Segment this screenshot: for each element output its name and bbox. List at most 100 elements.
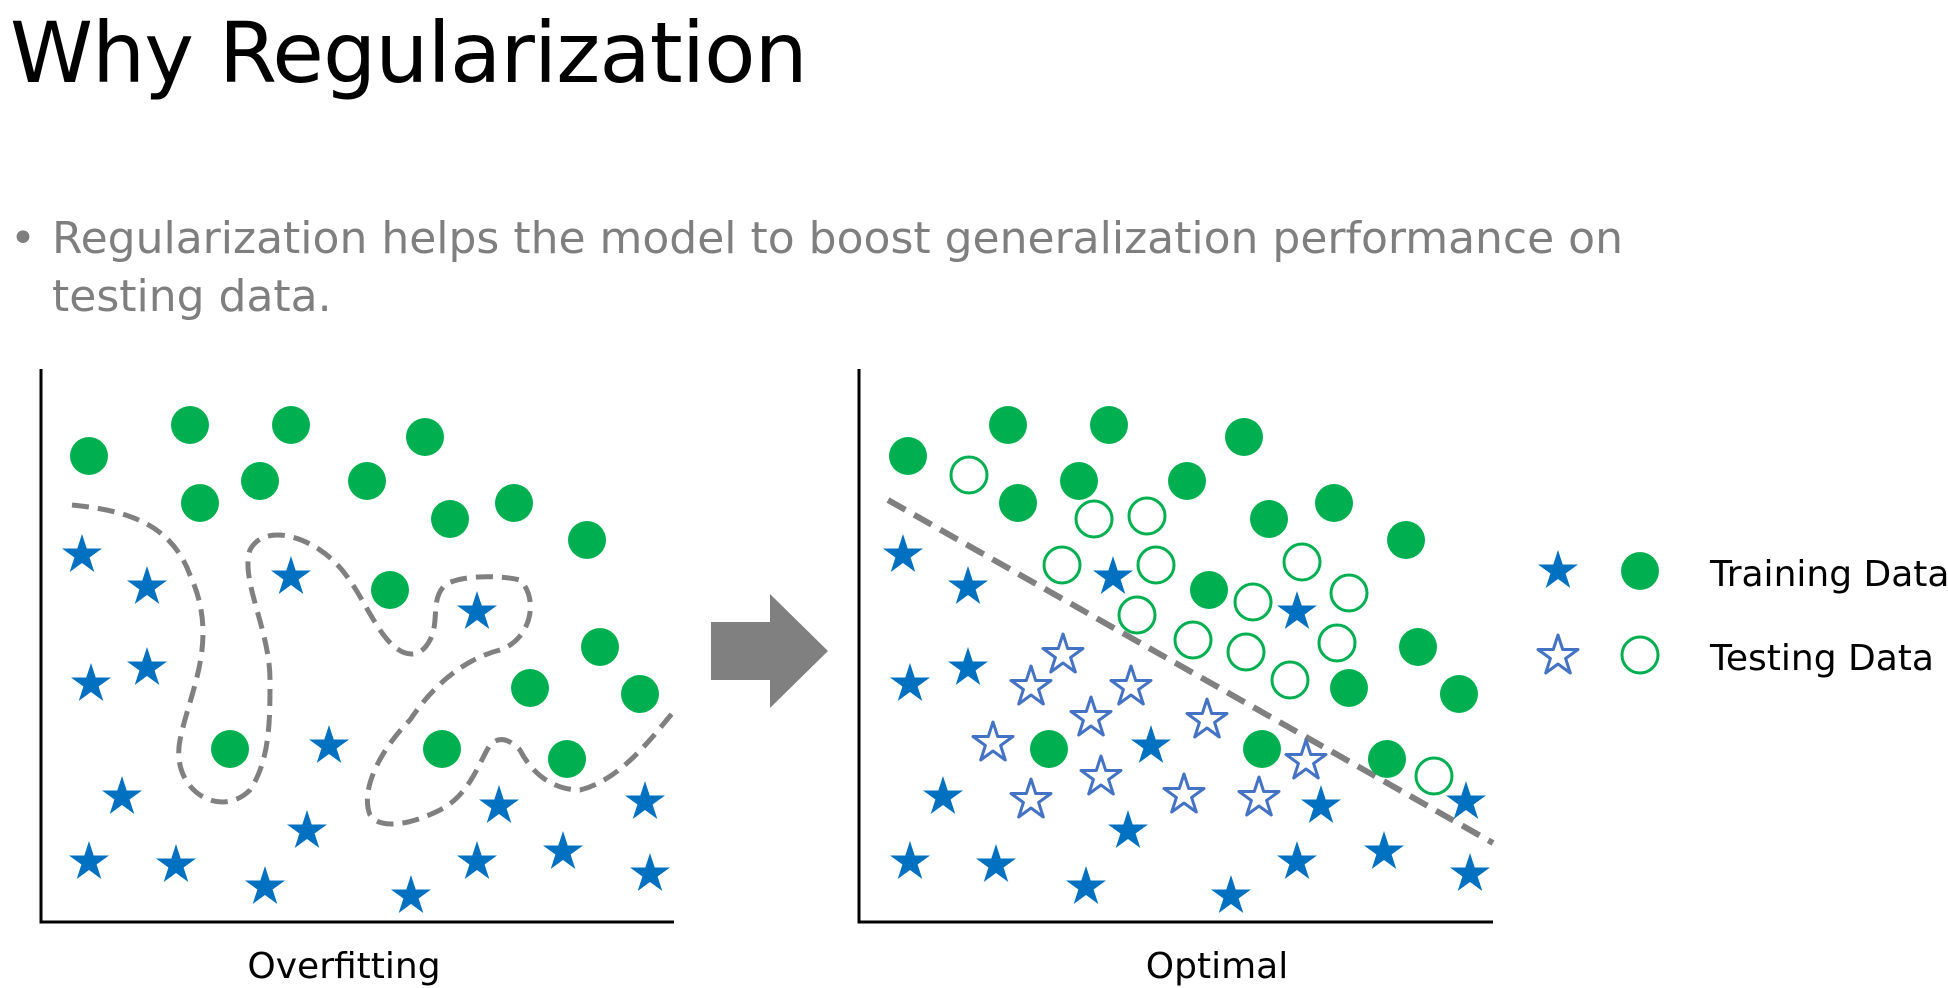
testing-star [1009,664,1053,706]
testing-circle [1282,542,1322,582]
training-circle [1243,730,1281,768]
training-star [890,663,930,701]
legend-training-star-icon [1538,550,1578,588]
testing-star [971,720,1015,762]
training-star [1301,785,1341,823]
training-star [890,841,930,879]
training-circle [348,462,386,500]
training-circle [548,740,586,778]
testing-star [1162,772,1206,814]
testing-circle [1117,595,1157,635]
right-testing-stars [971,632,1328,819]
overfitting-panel: Overfitting [39,369,677,987]
optimal-caption: Optimal [1146,946,1288,987]
training-star [1211,875,1251,913]
training-star [948,647,988,685]
bullet-point: • Regularization helps the model to boos… [10,210,1770,326]
training-circle [1030,730,1068,768]
training-star [1277,841,1317,879]
training-circle [241,462,279,500]
testing-star [1237,775,1281,817]
left-axes [39,369,674,924]
training-circle [171,406,209,444]
slide-title: Why Regularization [10,4,808,102]
testing-circle [1042,545,1082,585]
training-circle [1440,675,1478,713]
testing-circle [1173,620,1213,660]
testing-star [1079,754,1123,796]
legend-testing-star-icon [1536,633,1580,675]
training-circle [1399,628,1437,666]
testing-star [1185,697,1229,739]
training-star [1131,725,1171,763]
training-star [1108,810,1148,848]
training-circle [423,730,461,768]
testing-circle [1136,545,1176,585]
right-training-circles [889,406,1478,778]
training-star [1277,591,1317,629]
left-boundary-1 [71,502,677,827]
left-training-stars [62,534,670,913]
legend-training-label: Training Data [1709,554,1948,595]
bullet-dot-icon: • [10,213,36,264]
training-circle [371,571,409,609]
right-boundary [886,497,1495,846]
bullet-text: Regularization helps the model to boost … [52,213,1623,322]
training-star [923,776,963,814]
testing-circle [1233,582,1273,622]
training-circle [1330,669,1368,707]
testing-circle [1127,496,1167,536]
right-axes [857,369,1493,924]
training-star [287,810,327,848]
training-circle [1315,484,1353,522]
training-circle [1060,462,1098,500]
training-circle [431,500,469,538]
training-star [479,785,519,823]
testing-circle [1226,632,1266,672]
testing-star [1009,777,1053,819]
training-star [127,566,167,604]
training-star [69,841,109,879]
training-circle [495,484,533,522]
training-star [1446,781,1486,819]
training-circle [889,437,927,475]
training-star [245,866,285,904]
training-star [391,875,431,913]
training-circle [581,628,619,666]
testing-circle [1414,756,1454,796]
training-star [625,781,665,819]
training-star [271,556,311,594]
right-training-stars [883,534,1490,913]
legend-testing-label: Testing Data [1709,638,1934,679]
legend-training-circle-icon [1621,552,1659,590]
testing-star [1041,632,1085,674]
training-circle [1090,406,1128,444]
optimal-panel: Optimal [857,369,1495,987]
training-circle [1190,571,1228,609]
training-star [156,844,196,882]
testing-circle [1270,660,1310,700]
training-star [976,844,1016,882]
training-star [948,566,988,604]
training-circle [1225,418,1263,456]
training-circle [181,484,219,522]
training-circle [989,406,1027,444]
testing-circle [1317,623,1357,663]
training-star [102,776,142,814]
training-circle [70,437,108,475]
testing-circle [949,455,989,495]
right-arrow-icon [711,594,828,708]
legend: Training Data Testing Data [1536,550,1948,679]
training-circle [1168,462,1206,500]
testing-star [1069,695,1113,737]
training-circle [1387,521,1425,559]
training-star [71,663,111,701]
training-star [127,647,167,685]
training-star [1093,556,1133,594]
training-star [1364,831,1404,869]
training-star [457,591,497,629]
training-star [543,831,583,869]
training-circle [568,521,606,559]
testing-circle [1074,499,1114,539]
